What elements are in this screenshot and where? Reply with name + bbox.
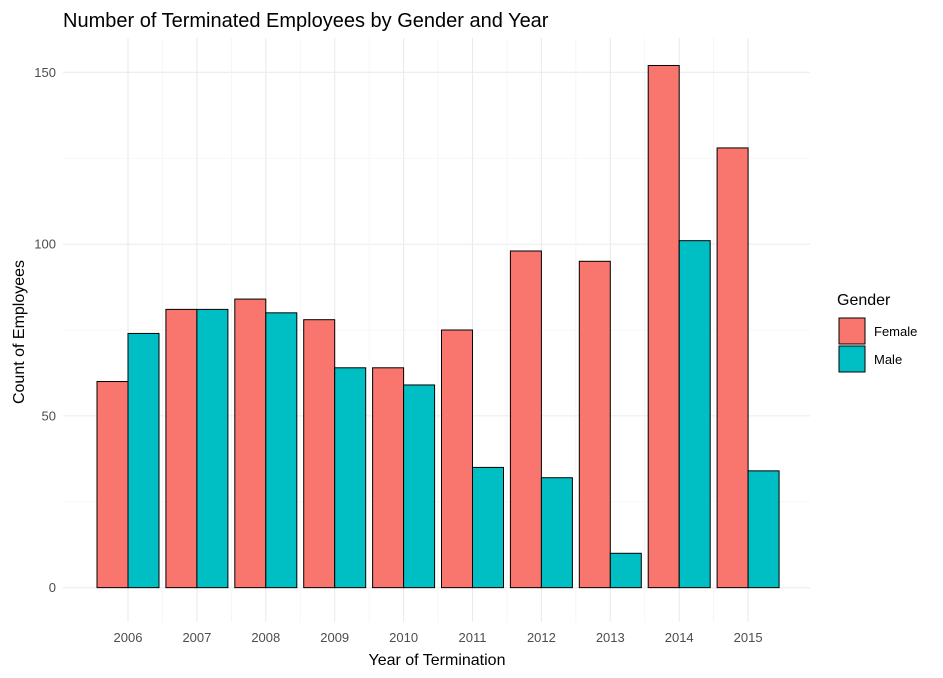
legend: Gender Female Male [837, 292, 917, 373]
legend-title: Gender [837, 292, 891, 309]
bar-female-2006 [96, 381, 129, 589]
x-tick-label: 2014 [665, 630, 694, 645]
bar-male-2012 [540, 477, 573, 589]
chart-title: Number of Terminated Employees by Gender… [63, 10, 549, 32]
bar-female-2013 [578, 260, 611, 589]
bar-male-2015 [747, 470, 780, 589]
x-tick-label: 2006 [114, 630, 143, 645]
bar-female-2014 [647, 64, 680, 589]
y-tick-label: 50 [42, 408, 56, 423]
x-tick-label: 2012 [527, 630, 556, 645]
bars [96, 64, 780, 589]
legend-items: Female Male [838, 317, 917, 373]
x-tick-label: 2009 [320, 630, 349, 645]
legend-key-male [838, 345, 866, 373]
bar-female-2015 [716, 147, 749, 589]
y-axis-ticks: 0 50 100 150 [34, 65, 56, 595]
bar-male-2011 [472, 466, 504, 589]
bar-male-2007 [196, 308, 229, 589]
y-tick-label: 150 [34, 65, 56, 80]
bar-male-2008 [265, 312, 298, 589]
y-axis-title: Count of Employees [11, 260, 28, 404]
x-axis-ticks: 2006 2007 2008 2009 2010 2011 2012 2013 2014 2015 [114, 630, 763, 645]
legend-label-female: Female [874, 324, 917, 339]
bar-male-2013 [609, 552, 642, 589]
legend-label-male: Male [874, 352, 902, 367]
x-tick-label: 2007 [182, 630, 211, 645]
bar-male-2006 [127, 332, 160, 589]
legend-key-female [838, 317, 866, 345]
x-tick-label: 2013 [596, 630, 625, 645]
bar-female-2009 [303, 319, 336, 589]
bar-female-2007 [165, 308, 198, 589]
y-tick-label: 0 [49, 580, 56, 595]
x-tick-label: 2008 [251, 630, 280, 645]
x-tick-label: 2011 [459, 630, 487, 645]
x-axis-title: Year of Termination [369, 652, 506, 669]
bar-female-2008 [234, 298, 267, 589]
bar-female-2012 [509, 250, 542, 589]
bar-male-2010 [403, 384, 436, 589]
bar-male-2009 [334, 367, 367, 589]
x-tick-label: 2010 [389, 630, 418, 645]
x-tick-label: 2015 [734, 630, 763, 645]
bar-female-2011 [441, 329, 473, 589]
bar-female-2010 [372, 367, 405, 589]
bar-male-2014 [678, 240, 711, 589]
y-tick-label: 100 [34, 237, 56, 252]
